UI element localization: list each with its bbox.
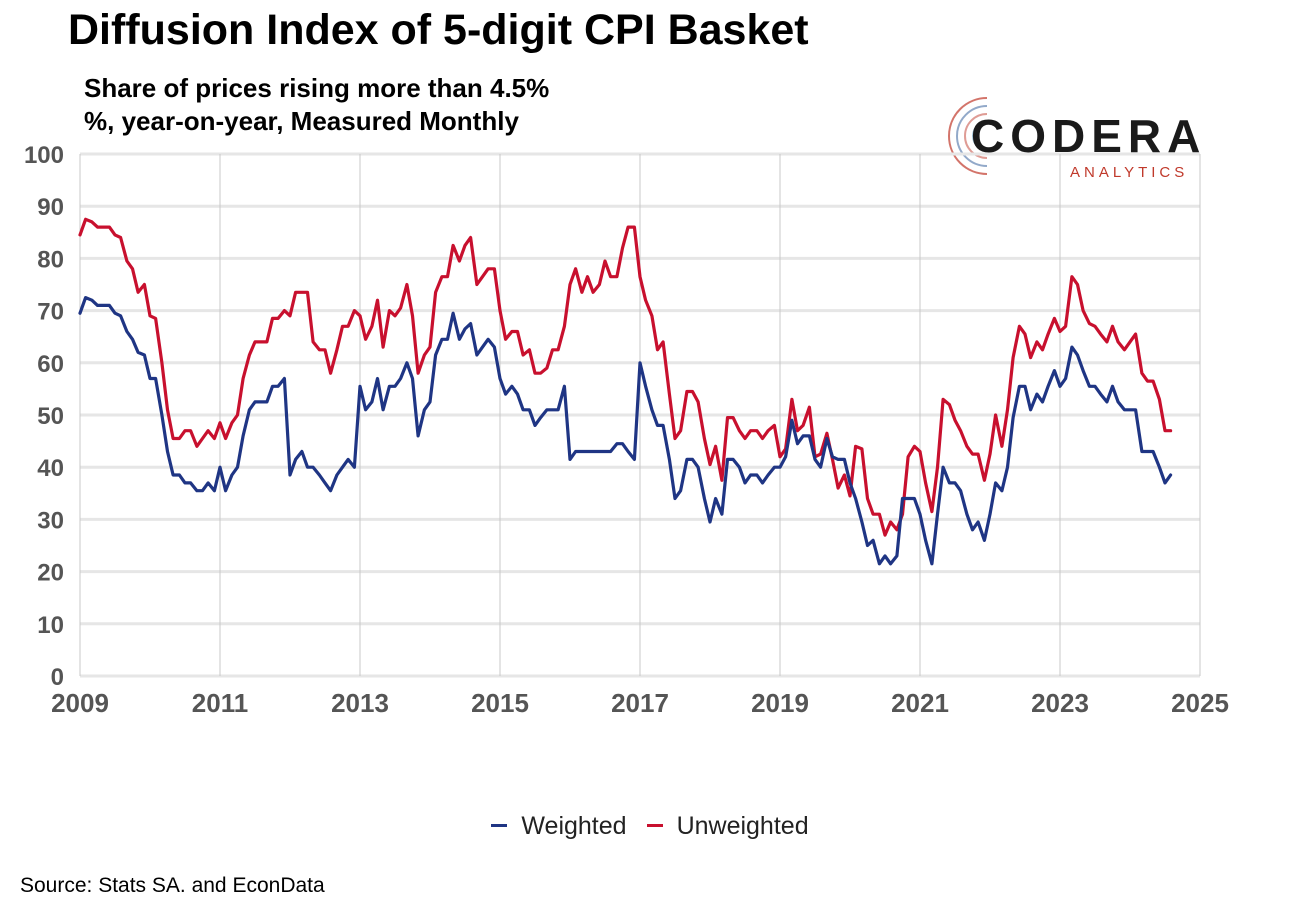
series-line-unweighted bbox=[78, 217, 1173, 537]
chart-legend: Weighted Unweighted bbox=[0, 812, 1300, 841]
x-tick-label: 2009 bbox=[51, 688, 109, 718]
chart-subtitle: Share of prices rising more than 4.5% %,… bbox=[84, 72, 684, 138]
y-tick-label: 90 bbox=[37, 194, 64, 221]
y-tick-label: 40 bbox=[37, 455, 64, 482]
legend-item-weighted: Weighted bbox=[491, 812, 627, 841]
y-tick-label: 50 bbox=[37, 403, 64, 430]
legend-swatch bbox=[646, 823, 663, 827]
x-tick-label: 2011 bbox=[192, 688, 248, 718]
chart-series bbox=[78, 217, 1173, 566]
legend-item-unweighted: Unweighted bbox=[646, 812, 809, 841]
legend-label: Unweighted bbox=[676, 812, 809, 840]
y-axis-ticks: 0 10 20 30 40 50 60 70 80 90 100 bbox=[24, 142, 64, 691]
x-axis-ticks: 2009 2011 2013 2015 2017 2019 2021 2023 2025 bbox=[51, 688, 1229, 718]
series-line-weighted bbox=[78, 296, 1173, 566]
x-tick-label: 2013 bbox=[331, 688, 389, 718]
x-tick-label: 2025 bbox=[1171, 688, 1229, 718]
y-tick-label: 80 bbox=[37, 246, 64, 273]
y-tick-label: 20 bbox=[37, 560, 64, 587]
y-tick-label: 100 bbox=[24, 142, 64, 169]
y-tick-label: 0 bbox=[51, 664, 64, 691]
legend-swatch bbox=[491, 823, 508, 827]
y-tick-label: 10 bbox=[37, 612, 64, 639]
subtitle-line-2: %, year-on-year, Measured Monthly bbox=[84, 106, 519, 136]
x-tick-label: 2019 bbox=[751, 688, 809, 718]
x-tick-label: 2023 bbox=[1031, 688, 1089, 718]
source-note: Source: Stats SA. and EconData bbox=[20, 874, 325, 897]
subtitle-line-1: Share of prices rising more than 4.5% bbox=[84, 73, 550, 103]
y-tick-label: 30 bbox=[37, 507, 64, 534]
chart-title: Diffusion Index of 5-digit CPI Basket bbox=[68, 6, 809, 54]
x-tick-label: 2017 bbox=[611, 688, 669, 718]
x-tick-label: 2021 bbox=[891, 688, 949, 718]
x-tick-label: 2015 bbox=[471, 688, 529, 718]
logo-tagline: ANALYTICS bbox=[1070, 164, 1188, 181]
legend-label: Weighted bbox=[521, 812, 627, 840]
y-tick-label: 70 bbox=[37, 299, 64, 326]
y-tick-label: 60 bbox=[37, 351, 64, 378]
codera-circle-logo-icon bbox=[948, 97, 988, 175]
